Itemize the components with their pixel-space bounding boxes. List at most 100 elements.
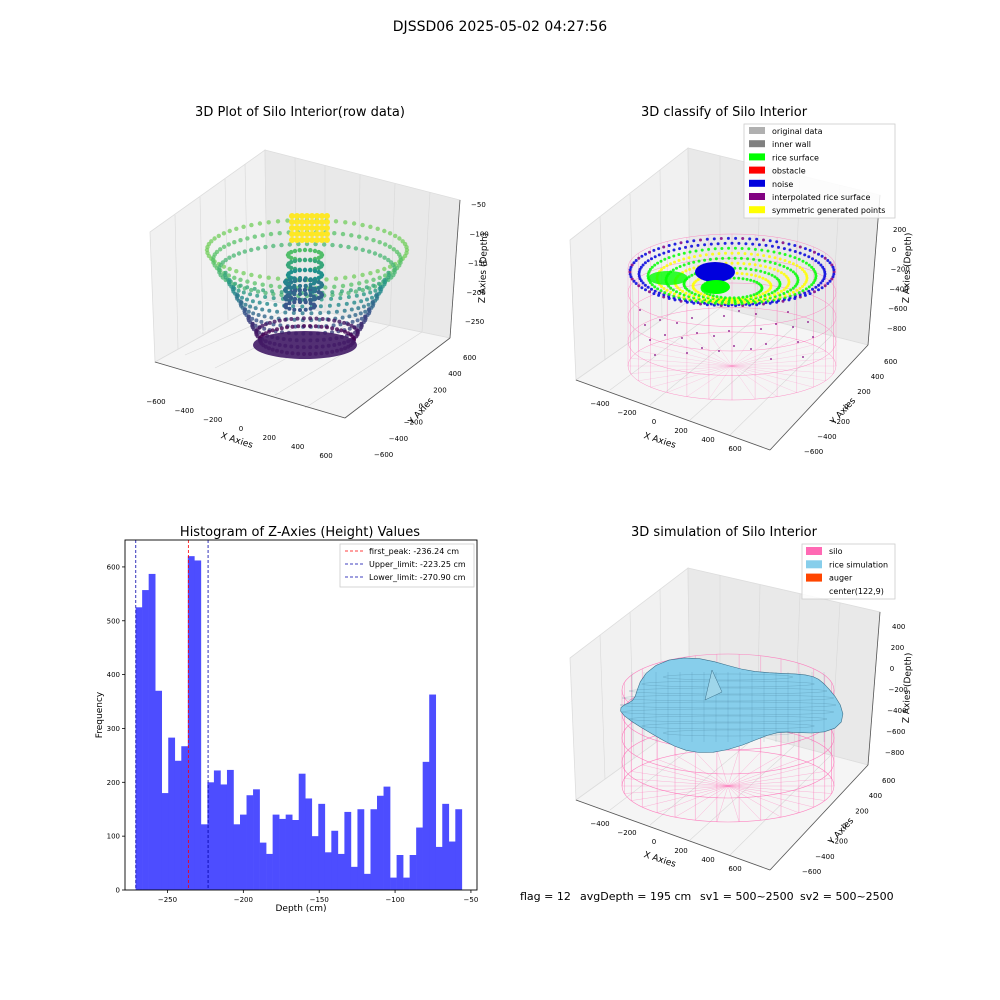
panel4-z-ticks: 400 200 0 −200 −400 −600 −800 <box>885 623 908 757</box>
footer-status: flag = 12 avgDepth = 195 cm sv1 = 500~25… <box>520 890 894 903</box>
panel1-x-ticks: −600 −400 −200 0 200 400 600 <box>146 398 332 460</box>
hist-bar-15 <box>233 824 241 890</box>
p2-legend-swatch-5 <box>749 193 765 200</box>
p2-xtick-0: −400 <box>590 400 609 408</box>
p4-legend-label-0: silo <box>829 547 843 556</box>
hist-bar-4 <box>161 793 169 890</box>
panel4-rice-surface <box>619 657 844 753</box>
hist-bar-34 <box>357 809 365 890</box>
p4-ztick-1: 200 <box>891 644 904 652</box>
p2-xtick-2: 0 <box>652 418 656 426</box>
footer-avg-depth: avgDepth = 195 cm <box>580 890 691 903</box>
hist-ytick-label-1: 100 <box>107 833 120 841</box>
hist-bar-14 <box>226 769 234 890</box>
hist-bar-25 <box>298 773 306 890</box>
p4-ytick-6: 600 <box>882 777 895 785</box>
hist-bar-40 <box>396 855 404 890</box>
panel1-z-ticks: −50 −100 −150 −200 −250 <box>465 201 489 326</box>
panel4-legend: silo rice simulation auger center(122,9) <box>801 543 896 600</box>
hist-bar-39 <box>390 877 397 890</box>
p2-xtick-3: 200 <box>674 427 687 435</box>
auger-dip <box>704 669 723 701</box>
panel4-title: 3D simulation of Silo Interior <box>631 525 818 540</box>
hist-bar-43 <box>416 827 423 890</box>
p4-ytick-2: −200 <box>829 838 848 846</box>
p4-ytick-3: 0 <box>842 823 846 831</box>
panel4-zlabel: Z Axies (Depth) <box>902 653 914 724</box>
p4-ytick-5: 400 <box>869 792 882 800</box>
hist-bar-16 <box>240 814 247 890</box>
hist-bar-18 <box>253 789 260 890</box>
p4-legend-label-2: auger <box>829 574 853 583</box>
hist-bar-10 <box>200 824 208 890</box>
p2-legend-label-3: obstacle <box>772 167 806 176</box>
hist-legend-label-0: first_peak: -236.24 cm <box>369 547 459 556</box>
hist-xlabel: Depth (cm) <box>275 904 326 914</box>
p2-ztick-0: 200 <box>893 226 906 234</box>
p2-xtick-4: 400 <box>701 436 714 444</box>
p4-legend-label-3: center(122,9) <box>829 587 884 596</box>
figure-suptitle: DJSSD06 2025-05-02 04:27:56 <box>393 19 608 35</box>
p1-xtick-6: 600 <box>319 452 332 460</box>
hist-bar-48 <box>448 841 456 890</box>
p2-xtick-5: 600 <box>728 445 741 453</box>
hist-ylabel: Frequency <box>95 691 105 738</box>
panel4-x-ticks: −400 −200 0 200 400 600 <box>590 820 741 873</box>
p4-ztick-5: −600 <box>886 728 905 736</box>
hist-bar-3 <box>155 690 163 890</box>
hist-bar-41 <box>403 877 410 890</box>
p2-legend-label-5: interpolated rice surface <box>772 193 870 202</box>
p2-ytick-0: −600 <box>804 448 823 456</box>
hist-bar-35 <box>363 873 371 890</box>
p2-xtick-1: −200 <box>617 409 636 417</box>
p1-xtick-5: 400 <box>291 443 304 451</box>
p4-legend-swatch-0 <box>806 547 822 555</box>
p2-ztick-5: −800 <box>887 325 906 333</box>
hist-bar-17 <box>246 795 254 890</box>
p2-ztick-4: −600 <box>888 305 907 313</box>
p4-ztick-3: −200 <box>889 686 908 694</box>
hist-bar-31 <box>337 853 345 890</box>
p2-ytick-3: 0 <box>844 403 848 411</box>
p2-legend-label-1: inner wall <box>772 140 811 149</box>
hist-ytick-label-4: 400 <box>107 671 120 679</box>
panel-histogram: Histogram of Z-Axies (Height) Values −25… <box>95 525 478 914</box>
p1-ytick-6: 600 <box>463 354 476 362</box>
hist-title: Histogram of Z-Axies (Height) Values <box>180 525 420 540</box>
p2-legend-swatch-2 <box>749 153 765 161</box>
p4-ztick-2: 0 <box>890 665 894 673</box>
hist-legend-label-2: Lower_limit: -270.90 cm <box>369 573 466 582</box>
hist-bar-21 <box>272 814 280 890</box>
footer-sv2: sv2 = 500~2500 <box>800 890 894 903</box>
hist-bar-8 <box>187 556 195 890</box>
hist-bar-7 <box>181 746 189 890</box>
hist-bar-26 <box>305 798 313 890</box>
hist-x-ticks: −250 −200 −150 −100 −50 <box>158 890 478 904</box>
hist-bar-23 <box>285 814 293 890</box>
panel2-scatter-points <box>628 236 836 360</box>
panel-raw-3d: 3D Plot of Silo Interior(row data) −600 −… <box>146 105 490 460</box>
panel2-silo-wireframe <box>627 233 837 401</box>
hist-xtick-label-2: −150 <box>310 896 329 904</box>
hist-bar-49 <box>455 809 463 890</box>
p1-ztick-2: −150 <box>468 260 487 268</box>
p2-ytick-1: −400 <box>817 433 836 441</box>
panel4-xlabel: X Axies <box>642 850 677 870</box>
p1-xtick-3: 0 <box>239 425 243 433</box>
p4-xtick-2: 0 <box>652 838 656 846</box>
p4-xtick-3: 200 <box>674 847 687 855</box>
hist-xtick-label-4: −50 <box>464 896 479 904</box>
p2-legend-swatch-4 <box>749 179 765 187</box>
hist-bar-27 <box>311 836 319 890</box>
panel-simulation-3d: 3D simulation of Silo Interior −400 −200 0… <box>569 525 914 876</box>
p2-legend-swatch-1 <box>749 140 765 148</box>
hist-bar-38 <box>383 786 391 890</box>
p4-legend-swatch-2 <box>806 573 822 582</box>
p4-xtick-0: −400 <box>590 820 609 828</box>
hist-bar-6 <box>174 760 182 890</box>
hist-bar-28 <box>318 803 326 890</box>
